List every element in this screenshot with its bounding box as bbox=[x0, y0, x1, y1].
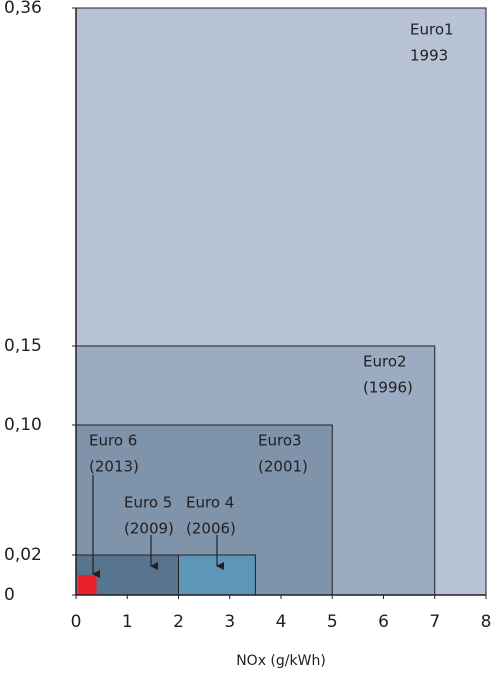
x-tick-label: 3 bbox=[224, 612, 235, 632]
standard-name: Euro 6 bbox=[89, 432, 137, 450]
x-tick-label: 0 bbox=[71, 612, 82, 632]
standard-year: (1996) bbox=[363, 379, 413, 397]
standard-year: (2001) bbox=[258, 458, 308, 476]
y-tick-label: 0,02 bbox=[4, 545, 42, 565]
x-tick-label: 2 bbox=[173, 612, 184, 632]
x-tick-label: 6 bbox=[378, 612, 389, 632]
x-tick-label: 1 bbox=[122, 612, 133, 632]
x-tick-label: 4 bbox=[276, 612, 287, 632]
x-tick-label: 5 bbox=[327, 612, 338, 632]
x-axis-label: NOx (g/kWh) bbox=[236, 653, 326, 669]
x-tick-label: 7 bbox=[429, 612, 440, 632]
standard-year: (2009) bbox=[124, 520, 174, 538]
standard-name: Euro 5 bbox=[124, 494, 172, 512]
y-tick-label: 0,15 bbox=[4, 336, 42, 356]
standard-name: Euro3 bbox=[258, 432, 302, 450]
standard-name: Euro2 bbox=[363, 353, 407, 371]
y-tick-label: 0,10 bbox=[4, 415, 42, 435]
standard-name: Euro1 bbox=[410, 21, 454, 39]
y-tick-label: 0,36 bbox=[4, 0, 42, 18]
standard-area bbox=[78, 575, 97, 595]
y-tick-label: 0 bbox=[4, 585, 15, 605]
standard-year: (2013) bbox=[89, 458, 139, 476]
standard-name: Euro 4 bbox=[186, 494, 234, 512]
standard-year: 1993 bbox=[410, 47, 448, 65]
x-tick-label: 8 bbox=[481, 612, 492, 632]
standard-year: (2006) bbox=[186, 520, 236, 538]
